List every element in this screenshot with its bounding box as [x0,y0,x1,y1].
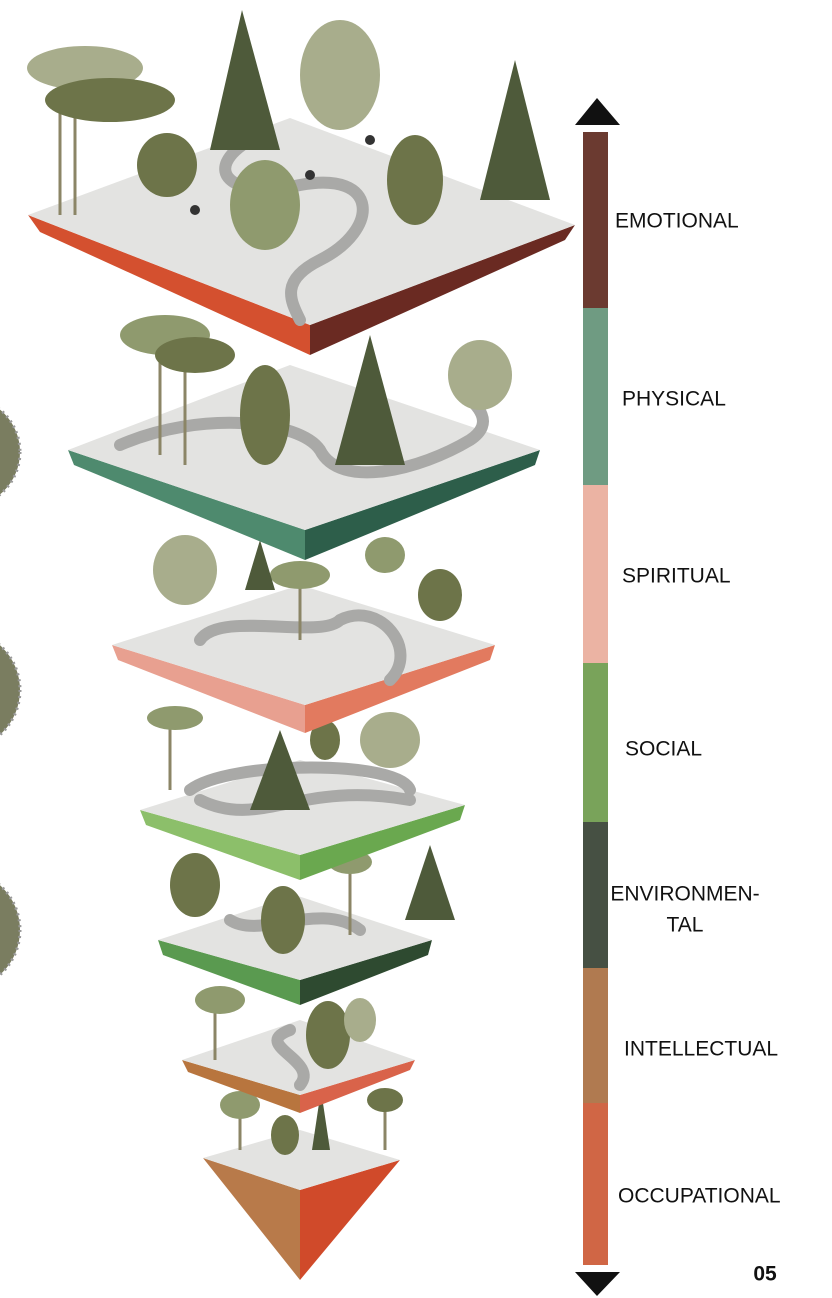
layer-emotional [27,10,575,355]
scale-label: EMOTIONAL [615,210,739,233]
scale-label: ENVIRONMEN- [610,883,759,906]
side-photos [0,397,20,990]
layer-social [140,706,465,880]
scale-label: PHYSICAL [622,388,726,411]
layer-spiritual [112,535,495,733]
layer-occupational [203,1088,403,1280]
scale-label: SPIRITUAL [622,565,731,588]
page-number: 05 [753,1263,777,1286]
scale-label: OCCUPATIONAL [618,1185,781,1208]
scale-bar [575,98,620,1296]
illustration: EMOTIONAL PHYSICAL SPIRITUAL SOCIAL ENVI… [0,0,832,1298]
scale-label: SOCIAL [625,738,702,761]
scale-label: INTELLECTUAL [624,1038,778,1061]
scale-label: TAL [667,914,704,937]
